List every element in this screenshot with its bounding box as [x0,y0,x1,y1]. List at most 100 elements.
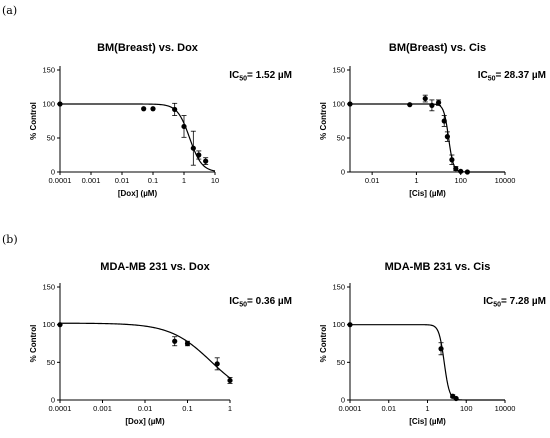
panel-label-a: (a) [2,4,17,17]
chart-4-y-tick-label-3: 150 [332,283,345,292]
chart-1-point-1 [141,106,147,112]
chart-1-x-label: [Dox] (µM) [118,189,158,198]
chart-2-point-3 [429,102,435,108]
chart-4-y-label: % Control [319,325,328,363]
chart-1-point-2 [150,106,156,112]
chart-2-point-0 [347,101,353,107]
chart-3-point-4 [227,377,233,384]
chart-3-point-0 [57,322,63,328]
chart-1-ic50-main: IC [229,70,239,81]
chart-2-point-1 [407,102,413,108]
chart-3-ic50-annotation: IC50= 0.36 µM [229,296,292,309]
chart-1-point-7 [203,158,209,164]
chart-3-point-2 [184,340,191,347]
chart-1-y-tick-label-1: 50 [47,134,55,143]
chart-2-ic50-value: = 28.37 µM [495,70,546,81]
chart-4-y-tick-label-2: 100 [332,320,345,329]
chart-2-point-7 [449,157,455,163]
chart-4-ic50-sub: 50 [493,302,501,309]
chart-2-x-tick-label-0: 0.01 [365,176,380,185]
chart-1-y-tick-label-2: 100 [42,100,55,109]
chart-3-fit-curve [60,322,231,379]
chart-3-x-tick-label-0: 0.0001 [49,404,72,413]
chart-1-point-5 [190,145,196,151]
chart-2-y-label: % Control [319,102,328,140]
chart-1-x-tick-label-5: 10 [211,176,219,185]
chart-2-ic50-sub: 50 [488,76,496,83]
chart-1-y-label: % Control [29,102,38,140]
chart-2-point-5 [441,118,447,124]
chart-1-x-tick-label-3: 0.1 [148,176,158,185]
chart-3-x-tick-label-3: 0.1 [182,404,192,413]
chart-2-point-6 [444,134,450,140]
chart-3-y-tick-label-1: 50 [47,358,55,367]
chart-4-ic50-value: = 7.28 µM [501,296,546,307]
chart-1-point-6 [196,152,202,158]
chart-4-x-tick-label-3: 100 [460,404,473,413]
chart-3-y-tick-label-3: 150 [42,283,55,292]
chart-1-point-3 [172,106,178,113]
chart-3-x-tick-label-4: 1 [228,404,232,413]
chart-1-ic50-value: = 1.52 µM [247,70,292,81]
chart-3-y-tick-label-2: 100 [42,320,55,329]
chart-1-x-tick-label-2: 0.01 [115,176,130,185]
panel-label-b: (b) [2,233,18,246]
chart-4-point-3 [453,395,459,402]
chart-3-ic50-sub: 50 [239,302,247,309]
chart-1-y-tick-label-0: 0 [51,168,55,177]
chart-2-x-label: [Cis] (µM) [409,189,446,198]
chart-2-x-tick-label-3: 10000 [495,176,516,185]
chart-1-x-tick-label-0: 0.0001 [49,176,72,185]
chart-3-y-tick-label-0: 0 [51,396,55,405]
chart-2-point-10 [464,169,470,175]
chart-1-ic50-annotation: IC50= 1.52 µM [229,70,292,83]
chart-2-x-tick-label-2: 100 [454,176,467,185]
chart-3-point-1 [172,338,178,344]
chart-3-x-tick-label-2: 0.01 [138,404,153,413]
chart-1-fit-curve [60,103,216,172]
chart-4-x-tick-label-0: 0.0001 [339,404,362,413]
chart-3-ic50-value: = 0.36 µM [247,296,292,307]
chart-1-x-tick-label-1: 0.001 [82,176,101,185]
chart-1-point-4 [181,123,187,130]
chart-4-y-tick-label-1: 50 [337,358,345,367]
chart-2-fit-curve [350,103,505,173]
chart-2-point-9 [458,168,464,174]
chart-3-y-label: % Control [29,325,38,363]
chart-2-ic50-annotation: IC50= 28.37 µM [478,70,546,83]
chart-2-title: BM(Breast) vs. Cis [389,42,486,54]
chart-3-x-label: [Dox] (µM) [125,417,165,426]
chart-1-title: BM(Breast) vs. Dox [97,42,199,54]
chart-4-title: MDA-MB 231 vs. Cis [385,261,491,273]
chart-2-y-tick-label-0: 0 [341,168,345,177]
chart-1-point-0 [57,101,63,107]
chart-4-x-tick-label-4: 10000 [495,404,516,413]
chart-4-x-label: [Cis] (µM) [409,417,446,426]
chart-4-ic50-main: IC [483,296,493,307]
chart-3-x-tick-label-1: 0.001 [93,404,112,413]
chart-3-title: MDA-MB 231 vs. Dox [100,261,210,273]
chart-1-x-tick-label-4: 1 [182,176,186,185]
chart-3-point-3 [214,361,220,367]
chart-2-point-8 [453,166,459,172]
chart-3-ic50-main: IC [229,296,239,307]
chart-2-x-tick-label-1: 1 [414,176,418,185]
chart-2-y-tick-label-3: 150 [332,66,345,75]
chart-2-point-4 [435,100,442,106]
chart-4: MDA-MB 231 vs. Cis 0 50 100 150 0.0001 0.01 1 10… [319,261,546,426]
chart-4-y-tick-label-0: 0 [341,396,345,405]
chart-4-fit-curve [350,324,505,401]
chart-2-y-tick-label-2: 100 [332,100,345,109]
chart-4-ic50-annotation: IC50= 7.28 µM [483,296,546,309]
chart-4-x-tick-label-1: 0.01 [381,404,396,413]
chart-1-ic50-sub: 50 [239,76,247,83]
chart-2: BM(Breast) vs. Cis 0 50 100 150 0.01 1 100 10000… [319,42,546,198]
chart-4-point-1 [438,346,444,352]
chart-2-y-tick-label-1: 50 [337,134,345,143]
chart-2-point-2 [422,95,428,102]
chart-4-x-tick-label-2: 1 [425,404,429,413]
